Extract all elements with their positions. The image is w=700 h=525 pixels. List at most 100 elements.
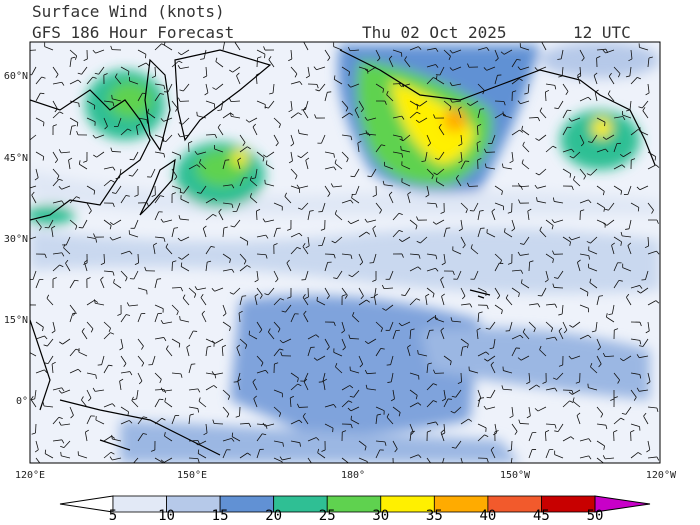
wind-barb [351,270,360,278]
wind-barb-flag [535,172,540,176]
wind-barb [630,372,640,375]
wind-barb-flag [431,175,434,180]
wind-barb [197,151,207,155]
wind-barb [341,134,351,137]
wind-barb [197,440,207,446]
wind-barb-flag [178,215,181,220]
wind-barb [31,66,37,76]
wind-barb [452,100,462,103]
wind-barb [239,265,248,272]
wind-barb-flag [352,311,355,316]
wind-barb-flag [153,242,158,246]
wind-barb-flag [398,229,403,233]
wind-barb [272,83,275,93]
wind-barb-flag [398,212,403,216]
wind-barb [286,262,292,272]
wind-barb [639,355,649,359]
wind-barb [647,300,657,306]
wind-barb [579,455,589,459]
wind-barb-flag [435,421,439,426]
wind-barb [273,228,278,238]
wind-barb [137,416,144,425]
wind-barb [137,49,147,55]
wind-barb [69,117,79,123]
wind-barb [171,338,181,344]
wind-barb [32,270,37,280]
wind-barb [571,117,581,122]
wind-barb [290,419,300,425]
wind-barb-flag [349,395,354,398]
wind-barb-flag [458,143,463,147]
wind-barb [69,126,73,136]
wind-barb [303,381,309,391]
wind-barb [188,364,192,374]
wind-barb [519,185,530,188]
wind-barb [452,66,462,71]
wind-barb [630,423,640,428]
wind-barb [579,66,582,77]
wind-barb [290,313,296,323]
wind-barb-flag [179,315,181,321]
wind-barb [154,398,160,408]
wind-barb [528,117,539,119]
wind-barb [120,338,124,348]
wind-barb-flag [651,209,654,214]
wind-barb [350,406,360,412]
wind-barb-flag [207,345,212,348]
wind-barb [273,440,283,444]
wind-barb [539,349,547,357]
wind-barb-flag [84,259,88,263]
wind-barb-flag [138,380,143,385]
wind-barb [424,151,428,161]
wind-barb [443,355,452,362]
wind-barb-flag [112,203,115,208]
wind-barb [282,338,292,344]
wind-barb [520,46,530,51]
wind-barb [494,287,501,296]
wind-barb [645,270,649,280]
wind-barb-flag [262,218,266,223]
wind-barb-flag [416,111,421,115]
wind-barb-flag [621,412,626,415]
wind-barb [511,347,517,357]
wind-barb [69,280,75,289]
wind-barb [358,299,367,306]
wind-barb [521,129,530,136]
wind-barb [81,66,88,75]
wind-barb [409,219,418,226]
wind-barb [477,423,487,429]
wind-barb-flag [173,227,179,229]
wind-barb [335,366,343,374]
wind-barb-flag [484,434,489,437]
wind-barb-flag [333,75,336,80]
wind-barb-flag [404,56,408,61]
wind-barb-flag [514,431,518,435]
wind-barb [579,287,589,293]
wind-barb [426,168,434,176]
wind-barb [588,267,598,272]
wind-barb [613,116,623,119]
wind-barb [426,47,436,51]
wind-barb-flag [349,385,354,389]
wind-barb-flag [631,158,636,161]
wind-barb-flag [333,322,336,327]
wind-barb-flag [129,250,133,255]
wind-barb-flag [196,164,201,168]
wind-barb-flag [346,158,349,163]
wind-barb [63,440,71,448]
wind-barb-flag [93,105,96,110]
wind-barb-flag [551,219,555,223]
wind-barb [641,100,649,109]
wind-barb [333,46,343,51]
wind-barb [222,184,232,187]
wind-barb [86,299,95,306]
wind-barb-flag [452,270,455,275]
wind-barb-flag [416,298,421,301]
wind-barb-flag [92,76,97,79]
wind-barb [562,236,571,243]
wind-barb [436,168,445,176]
wind-barb [477,434,485,442]
wind-barb [133,457,139,463]
wind-barb [316,300,326,306]
wind-barb-flag [238,310,243,314]
